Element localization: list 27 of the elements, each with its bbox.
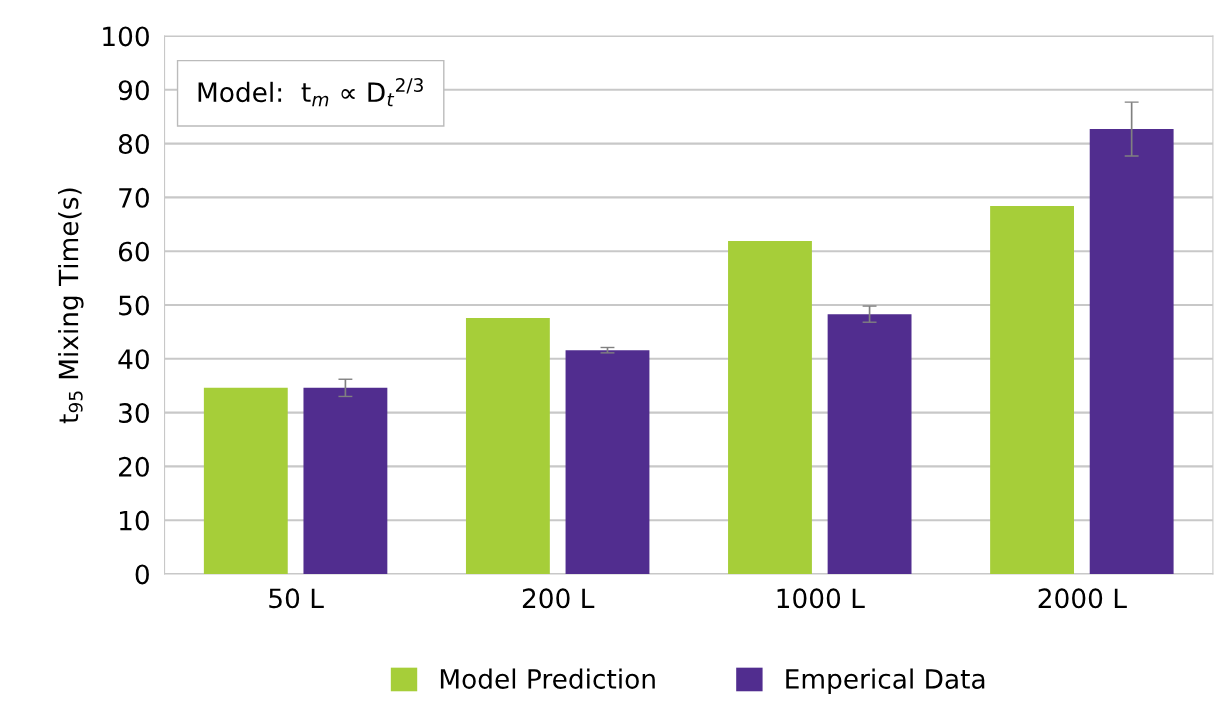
bar: [990, 206, 1074, 574]
bar: [728, 240, 812, 574]
bar: [827, 314, 912, 574]
y-axis-title: t$_{95}$ Mixing Time(s): [58, 188, 84, 424]
annotation: Model: t$_{m}$ ∝ D$_{t}$$^{2/3}$: [198, 78, 423, 107]
y-tick-label: 10: [119, 510, 149, 531]
y-tick-label: 50: [119, 295, 149, 316]
bar: [1089, 129, 1174, 574]
y-tick-label: 60: [118, 241, 149, 262]
y-tick-label: 30: [119, 403, 149, 423]
bar: [465, 317, 550, 574]
legend-label: Emperical Data: [786, 668, 985, 694]
y-tick-label: 20: [119, 456, 149, 477]
x-tick-label: 50 L: [269, 588, 324, 609]
y-tick-label: 80: [118, 134, 149, 154]
bar: [203, 387, 288, 574]
y-tick-label: 40: [118, 349, 149, 370]
bar: [565, 350, 650, 574]
y-tick-label: 70: [119, 187, 149, 208]
x-tick-label: 200 L: [522, 588, 595, 609]
legend-label: Model Prediction: [440, 668, 655, 689]
x-tick-label: 2000 L: [1038, 588, 1127, 609]
y-tick-label: 100: [103, 26, 149, 47]
bar: [303, 387, 388, 574]
x-tick-label: 1000 L: [777, 588, 865, 609]
y-tick-label: 90: [118, 80, 149, 101]
y-tick-label: 0: [135, 564, 149, 585]
